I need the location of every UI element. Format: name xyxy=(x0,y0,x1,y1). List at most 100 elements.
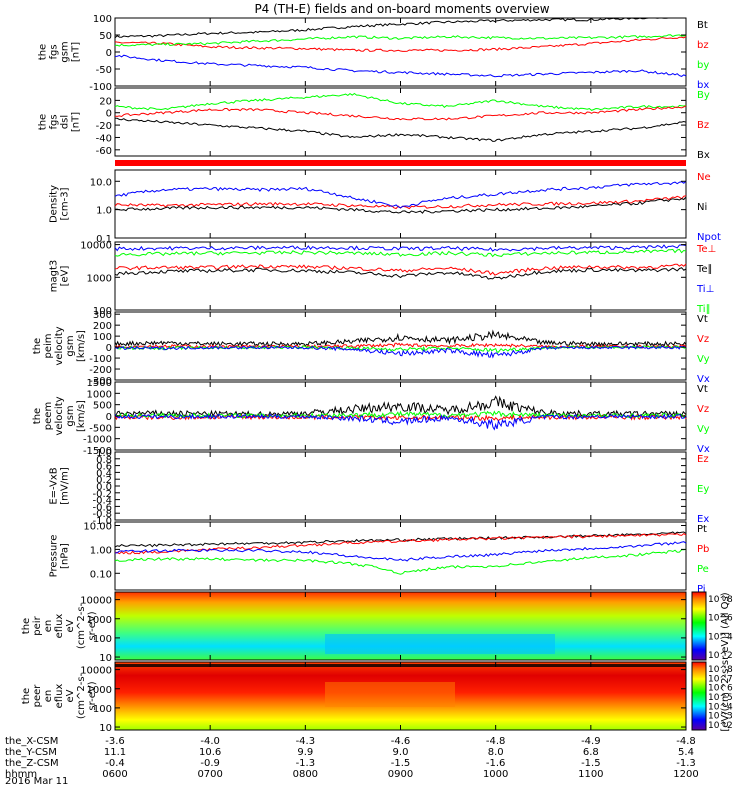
x-tick-label: -3.6 xyxy=(105,736,125,747)
x-tick-label: -1.6 xyxy=(486,758,506,769)
y-axis-label: [nPa] xyxy=(60,543,71,569)
x-tick-label: 1200 xyxy=(673,769,698,780)
y-axis-label: Density xyxy=(49,185,60,223)
y-tick-label: 0.8 xyxy=(96,455,112,466)
x-tick-label: -0.4 xyxy=(105,758,125,769)
y-axis-label: eflux xyxy=(54,684,65,709)
legend-Vx: Vx xyxy=(697,444,710,455)
series-line-fgs_gsm-3 xyxy=(114,54,687,78)
y-tick-label: 1000 xyxy=(87,685,112,696)
y-tick-label: -0.8 xyxy=(92,509,112,520)
y-tick-label: -100 xyxy=(89,82,112,93)
series-line-fgs_dsl-2 xyxy=(114,117,687,142)
colorbar xyxy=(691,661,707,731)
y-tick-label: -40 xyxy=(96,133,112,144)
y-tick-label: 10000 xyxy=(80,666,112,677)
legend-Ez: Ez xyxy=(697,454,709,465)
series-line-pressure-2 xyxy=(114,548,687,575)
legend-Ey: Ey xyxy=(697,484,709,495)
colorbar-label: 10^6 xyxy=(708,614,733,624)
y-tick-label: 1.0 xyxy=(96,448,112,459)
x-tick-label: 5.4 xyxy=(678,747,694,758)
y-tick-label: 10 xyxy=(99,723,112,734)
colorbar xyxy=(691,591,707,661)
legend-Ni: Ni xyxy=(697,202,707,213)
y-axis-label: the xyxy=(21,618,32,634)
x-tick-label: 1100 xyxy=(578,769,603,780)
legend-Vz: Vz xyxy=(697,404,709,415)
y-tick-label: 0 xyxy=(106,109,112,120)
x-tick-label: -4.9 xyxy=(581,736,601,747)
x-tick-label: 10.6 xyxy=(199,747,221,758)
y-axis-label: eV xyxy=(65,689,76,702)
y-axis-label: Pressure xyxy=(49,535,60,578)
panel-temperature: 10000 1000 100 magt3 [eV] Te⊥ Te∥ Ti⊥ Ti∥ xyxy=(49,241,717,317)
y-axis-label: dsl xyxy=(60,115,71,129)
series-line-peem_velocity-1 xyxy=(114,413,687,422)
panel-peer_en_eflux: 10000 1000 100 10 the peer en eflux eV (cm^2-s-sr… xyxy=(21,661,733,734)
y-axis-label: peim xyxy=(43,333,54,358)
y-tick-label: 0.0 xyxy=(96,482,112,493)
colorbar-label: 10^4 xyxy=(708,632,733,642)
series-line-temperature-0 xyxy=(114,263,687,276)
y-tick-label: 10.00 xyxy=(83,521,112,532)
y-axis-label: sr-eV) xyxy=(87,611,98,640)
series-line-pressure-3 xyxy=(115,541,687,562)
y-tick-label: 1000 xyxy=(87,273,112,284)
y-axis-label: peir xyxy=(32,615,43,635)
y-tick-label: 0.1 xyxy=(96,234,112,245)
y-tick-label: 0 xyxy=(106,343,112,354)
x-tick-label: 0800 xyxy=(293,769,318,780)
legend-Bt: Bt xyxy=(697,20,708,31)
x-row-label: the_X-CSM xyxy=(5,736,58,747)
x-tick-label: -4.0 xyxy=(200,736,220,747)
y-axis-label: peem xyxy=(43,402,54,430)
series-line-fgs_dsl-0 xyxy=(114,92,687,111)
legend-Ti∥: Ti∥ xyxy=(696,304,711,315)
y-axis-label: [eV] xyxy=(60,266,71,287)
y-tick-label: 100 xyxy=(93,306,112,317)
y-tick-label: -300 xyxy=(89,376,112,387)
y-tick-label: 100 xyxy=(93,332,112,343)
colorbar-label: 10^8 xyxy=(708,595,733,605)
series-line-temperature-2 xyxy=(114,244,687,252)
y-axis-label: [nT] xyxy=(71,42,82,62)
colorbar-label: 10^2 xyxy=(708,651,733,661)
series-line-fgs_gsm-1 xyxy=(114,35,687,52)
legend-Vt: Vt xyxy=(697,384,708,395)
y-tick-label: -0.6 xyxy=(92,502,112,513)
series-line-fgs_gsm-2 xyxy=(114,34,687,47)
y-axis-label: [nT] xyxy=(71,112,82,132)
x-tick-label: 9.0 xyxy=(393,747,409,758)
legend-Bz: Bz xyxy=(697,120,709,131)
y-tick-label: 0.2 xyxy=(96,475,112,486)
panel-fgs_gsm: 100 50 0 -50 -100 the fgs gsm [nT] Bt bz by bx xyxy=(38,14,710,93)
x-tick-label: 1000 xyxy=(483,769,508,780)
panel-frame xyxy=(114,17,687,87)
x-tick-label: 6.8 xyxy=(583,747,599,758)
y-tick-label: 100 xyxy=(93,634,112,645)
x-tick-label: -1.5 xyxy=(581,758,601,769)
y-tick-label: 10 xyxy=(99,653,112,664)
x-tick-label: 0600 xyxy=(102,769,127,780)
legend-By: By xyxy=(697,90,710,101)
x-tick-label: -1.5 xyxy=(391,758,411,769)
y-tick-label: -60 xyxy=(96,146,112,157)
x-tick-label: 0700 xyxy=(197,769,222,780)
legend-Pb: Pb xyxy=(697,544,709,555)
x-tick-label: -4.3 xyxy=(296,736,316,747)
legend-Vy: Vy xyxy=(697,424,710,435)
y-tick-label: 0.10 xyxy=(90,569,112,580)
y-axis-label: gsm xyxy=(60,41,71,62)
y-tick-label: 100 xyxy=(93,14,112,25)
y-axis-label: gsm xyxy=(65,335,76,356)
x-tick-label: 9.9 xyxy=(297,747,313,758)
legend-Vz: Vz xyxy=(697,334,709,345)
legend-Ne: Ne xyxy=(697,172,711,183)
y-axis-label: the xyxy=(32,338,43,354)
panel-peir_en_eflux: 10000 1000 100 10 the peir en eflux eV (cm^2-s-sr… xyxy=(21,591,733,664)
y-tick-label: 0.4 xyxy=(96,468,112,479)
panel-pressure: 10.00 1.00 0.10 Pressure [nPa] Pt Pb Pe Pi xyxy=(49,521,710,595)
y-tick-label: 0.6 xyxy=(96,462,112,473)
